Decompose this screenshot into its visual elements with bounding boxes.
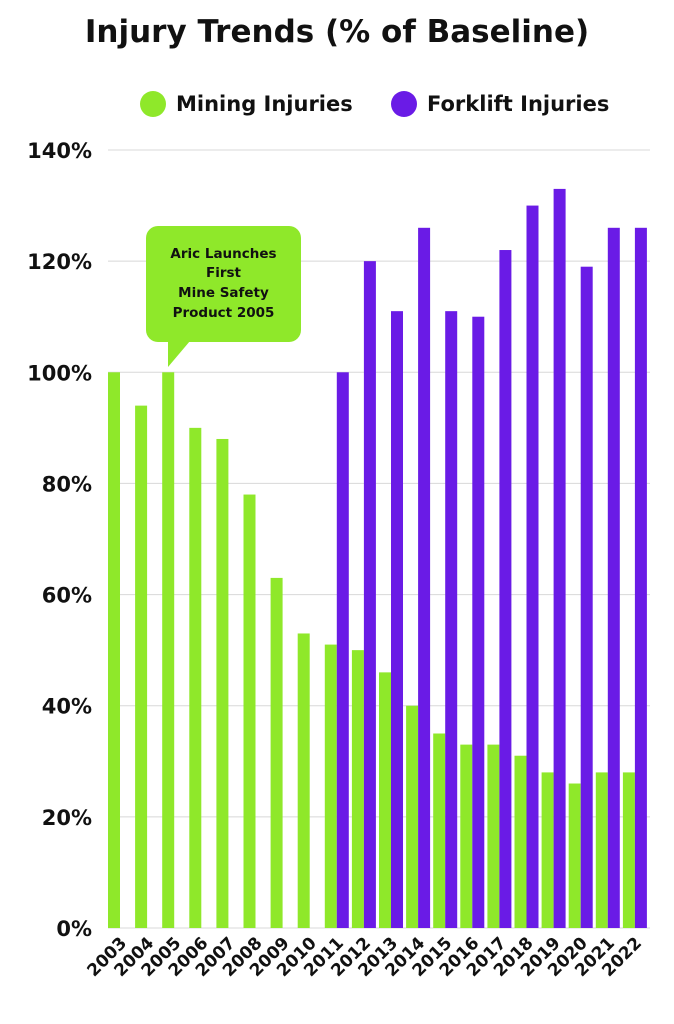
- bar-mining-injuries: [406, 705, 419, 928]
- bar-mining-injuries: [514, 755, 527, 928]
- bar-forklift-injuries: [553, 188, 566, 928]
- x-axis-ticks: 2003200420052006200720082009201020112012…: [83, 933, 646, 981]
- y-tick-label: 140%: [27, 139, 92, 163]
- annotation-line: Aric Launches: [170, 245, 277, 262]
- annotation-line: First: [206, 265, 241, 282]
- y-tick-label: 20%: [42, 806, 92, 830]
- bar-mining-injuries: [460, 744, 473, 928]
- y-tick-label: 80%: [42, 472, 92, 496]
- bar-forklift-injuries: [499, 250, 512, 928]
- legend-label-mining: Mining Injuries: [176, 92, 353, 116]
- bar-mining-injuries: [622, 772, 635, 928]
- bar-mining-injuries: [135, 405, 148, 929]
- bar-mining-injuries: [568, 783, 581, 928]
- bar-mining-injuries: [270, 577, 283, 928]
- bar-forklift-injuries: [418, 227, 431, 929]
- annotation-callout: Aric Launches First Mine Safety Product …: [146, 226, 301, 342]
- bar-forklift-injuries: [526, 205, 539, 929]
- bar-mining-injuries: [541, 772, 554, 928]
- bars: [108, 188, 647, 929]
- annotation-callout-pointer: [168, 341, 190, 367]
- bar-mining-injuries: [108, 372, 120, 928]
- bar-mining-injuries: [433, 733, 446, 928]
- bar-forklift-injuries: [363, 261, 376, 929]
- bar-mining-injuries: [595, 772, 608, 928]
- bar-forklift-injuries: [472, 316, 485, 928]
- bar-forklift-injuries: [607, 227, 620, 929]
- y-axis-ticks: 0% 20% 40% 60% 80% 100% 120% 140%: [27, 139, 92, 941]
- y-tick-label: 100%: [27, 361, 92, 385]
- bar-mining-injuries: [324, 644, 337, 928]
- bar-mining-injuries: [243, 494, 256, 928]
- legend-label-forklift: Forklift Injuries: [427, 92, 610, 116]
- bar-forklift-injuries: [580, 266, 593, 928]
- legend-swatch-mining: [140, 91, 166, 117]
- bar-mining-injuries: [189, 427, 202, 928]
- bar-forklift-injuries: [445, 311, 458, 929]
- chart-title: Injury Trends (% of Baseline): [84, 14, 590, 50]
- bar-mining-injuries: [379, 672, 391, 928]
- bar-mining-injuries: [297, 633, 310, 928]
- legend: Mining Injuries Forklift Injuries: [0, 86, 674, 122]
- bar-forklift-injuries: [336, 372, 349, 928]
- y-tick-label: 120%: [27, 250, 92, 274]
- y-tick-label: 0%: [56, 917, 92, 941]
- legend-swatch-forklift: [391, 91, 417, 117]
- annotation-line: Product 2005: [172, 304, 275, 321]
- legend-item-mining: Mining Injuries: [140, 86, 353, 122]
- bar-mining-injuries: [162, 372, 175, 928]
- y-tick-label: 60%: [42, 584, 92, 608]
- y-tick-label: 40%: [42, 695, 92, 719]
- bar-mining-injuries: [487, 744, 500, 928]
- bar-forklift-injuries: [391, 311, 403, 929]
- bar-mining-injuries: [351, 650, 364, 928]
- legend-item-forklift: Forklift Injuries: [391, 86, 609, 122]
- bar-mining-injuries: [216, 438, 229, 928]
- annotation-line: Mine Safety: [178, 285, 269, 301]
- bar-forklift-injuries: [634, 227, 647, 929]
